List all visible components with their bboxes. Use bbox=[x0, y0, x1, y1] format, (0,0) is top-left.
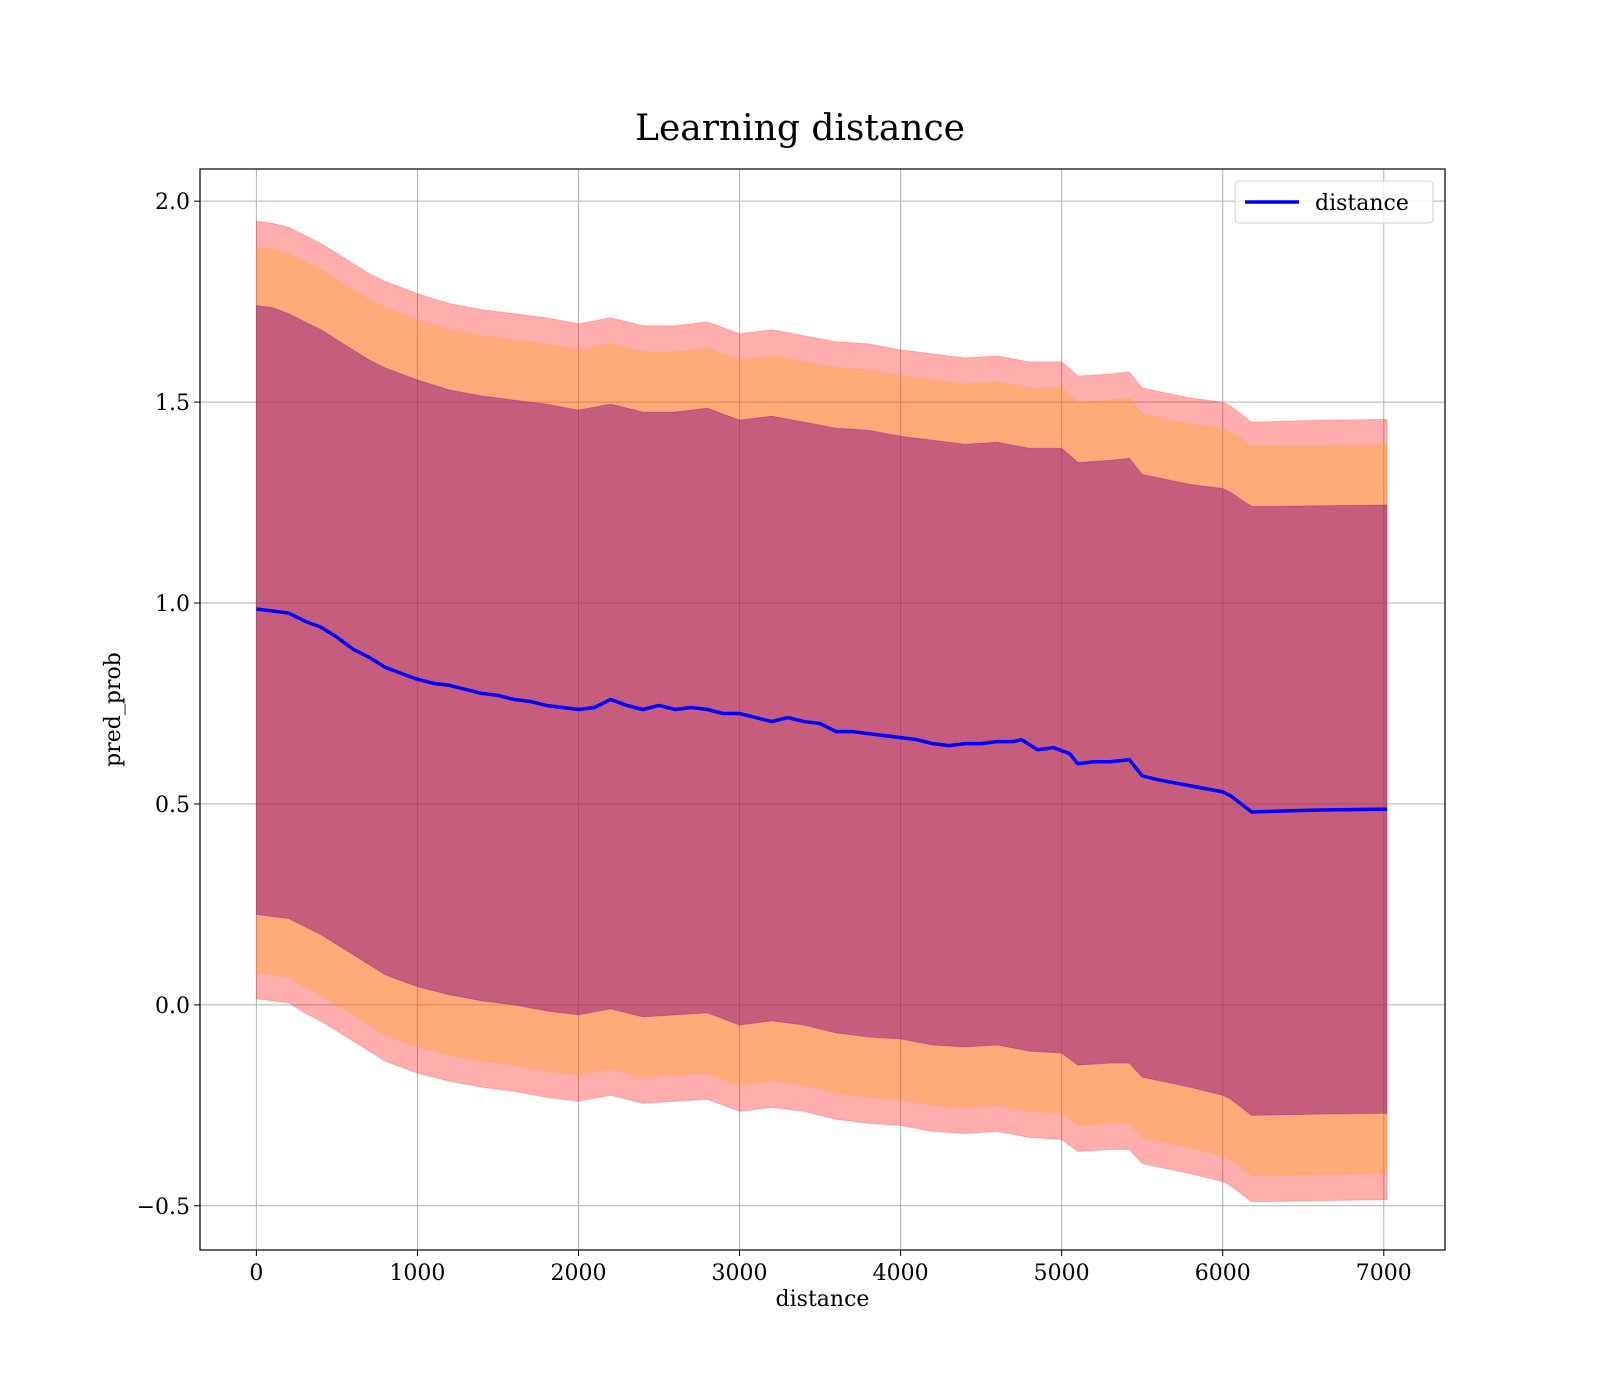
y-axis-label: pred_prob bbox=[101, 652, 126, 767]
legend: distance bbox=[1234, 180, 1434, 224]
y-tick-label-5: 2.0 bbox=[155, 190, 190, 215]
plot-frame bbox=[199, 168, 1446, 1251]
x-tick-label-7: 7000 bbox=[1356, 1261, 1412, 1286]
series-line-distance bbox=[256, 607, 1388, 814]
legend-box bbox=[1234, 180, 1434, 224]
legend-label-distance: distance bbox=[1315, 191, 1409, 216]
x-tick-label-2: 2000 bbox=[550, 1261, 606, 1286]
x-tick-label-3: 3000 bbox=[712, 1261, 768, 1286]
y-tick-label-0: −0.5 bbox=[137, 1195, 190, 1220]
confidence-bands bbox=[255, 220, 1388, 1203]
x-tick-label-1: 1000 bbox=[389, 1261, 445, 1286]
axis-ticks: 0 1000 2000 3000 4000 5000 6000 7000 −0.5 0.0 0.5 1… bbox=[137, 190, 1412, 1286]
y-tick-label-2: 0.5 bbox=[155, 793, 190, 818]
x-tick-label-4: 4000 bbox=[873, 1261, 929, 1286]
chart-title: Learning distance bbox=[635, 108, 965, 149]
x-tick-label-5: 5000 bbox=[1034, 1261, 1090, 1286]
band-inner-band bbox=[255, 305, 1388, 1116]
x-axis-label: distance bbox=[776, 1287, 870, 1312]
y-tick-label-1: 0.0 bbox=[155, 994, 190, 1019]
y-tick-label-4: 1.5 bbox=[155, 391, 190, 416]
y-tick-label-3: 1.0 bbox=[155, 592, 190, 617]
x-tick-label-6: 6000 bbox=[1195, 1261, 1251, 1286]
band-middle-band bbox=[255, 246, 1388, 1177]
line-series bbox=[256, 607, 1388, 814]
x-tick-label-0: 0 bbox=[249, 1261, 263, 1286]
band-outer-band bbox=[255, 220, 1388, 1203]
